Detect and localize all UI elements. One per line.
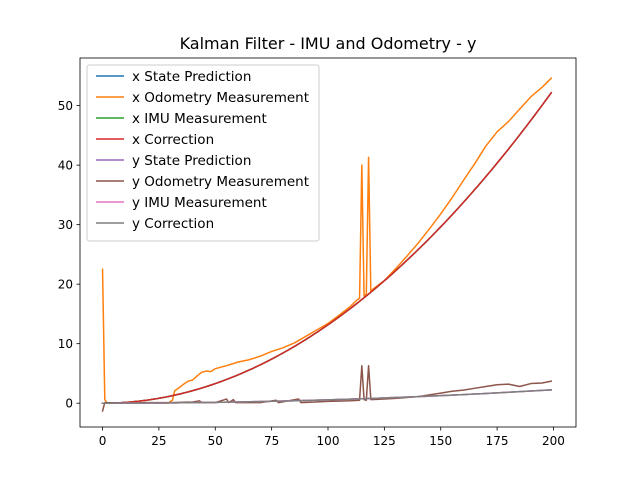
x-tick-label: 50 xyxy=(208,434,223,448)
x-tick-label: 100 xyxy=(317,434,340,448)
y-tick-label: 50 xyxy=(58,99,73,113)
y-tick-label: 20 xyxy=(58,278,73,292)
series-layer xyxy=(101,77,553,412)
legend-label-x-imu-measurement: x IMU Measurement xyxy=(132,111,267,127)
y-tick-label: 0 xyxy=(65,397,73,411)
x-tick-label: 25 xyxy=(151,434,166,448)
x-tick-label: 150 xyxy=(429,434,452,448)
x-tick-label: 0 xyxy=(99,434,107,448)
legend-label-x-state-prediction: x State Prediction xyxy=(132,69,251,85)
x-tick-label: 125 xyxy=(373,434,396,448)
legend: x State Prediction x Odometry Measurement… xyxy=(86,64,320,242)
chart-title: Kalman Filter - IMU and Odometry - y xyxy=(180,34,477,53)
axes-layer: 0 25 50 75 100 125 150 175 200 0 10 20 30 40 50 xyxy=(58,57,577,448)
x-tick-label: 200 xyxy=(542,434,565,448)
series-line-x-odometry-measurement xyxy=(101,77,553,404)
legend-label-x-correction: x Correction xyxy=(132,132,214,148)
x-tick-label: 75 xyxy=(264,434,279,448)
legend-label-y-state-prediction: y State Prediction xyxy=(132,153,251,169)
legend-label-y-correction: y Correction xyxy=(132,216,214,232)
series-line-x-correction xyxy=(101,91,553,404)
legend-label-x-odometry-measurement: x Odometry Measurement xyxy=(132,90,309,106)
legend-box xyxy=(86,64,320,242)
x-tick-label: 175 xyxy=(486,434,509,448)
legend-label-y-odometry-measurement: y Odometry Measurement xyxy=(132,174,309,190)
series-line-y-correction xyxy=(101,389,552,404)
legend-label-y-imu-measurement: y IMU Measurement xyxy=(132,195,267,211)
y-tick-label: 10 xyxy=(58,337,73,351)
y-tick-label: 40 xyxy=(58,159,73,173)
y-tick-label: 30 xyxy=(58,218,73,232)
